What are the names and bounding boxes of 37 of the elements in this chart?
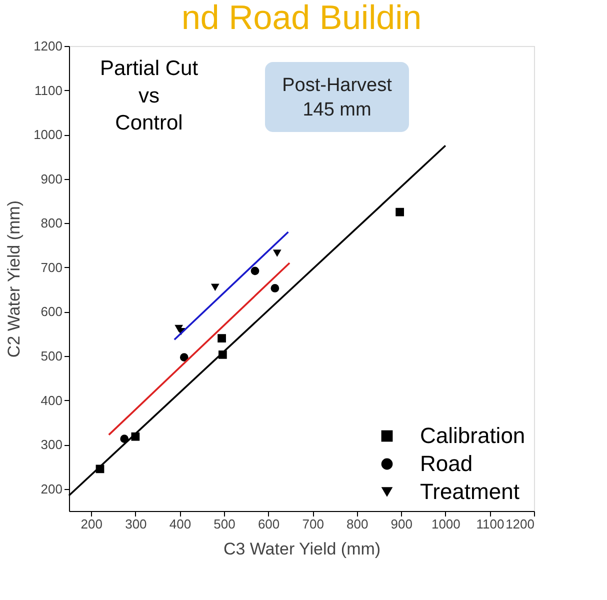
- y-tick-label: 700: [40, 260, 62, 275]
- x-tick-label: 1100: [476, 516, 504, 532]
- y-tick-label: 400: [40, 392, 62, 408]
- legend-label: Treatment: [420, 479, 520, 504]
- point: [270, 284, 280, 292]
- point: [272, 250, 282, 257]
- point: [218, 334, 226, 342]
- chart-title: nd Road Buildin: [181, 0, 422, 37]
- annotation: Partial Cut vs Control: [100, 57, 198, 135]
- point: [396, 208, 404, 216]
- x-tick-label: 200: [80, 516, 102, 532]
- legend-label: Calibration: [420, 423, 526, 448]
- y-tick-label: 200: [40, 481, 62, 496]
- y-tick-label: 600: [40, 304, 62, 320]
- y-tick-label: 1200: [34, 38, 62, 54]
- y-tick-label: 900: [40, 171, 62, 186]
- y-tick-label: 1000: [34, 127, 62, 142]
- y-tick-label: 800: [40, 216, 62, 231]
- y-axis-title: C2 Water Yield (mm): [4, 200, 24, 358]
- x-tick-label: 700: [302, 516, 324, 532]
- x-tick-label: 800: [346, 516, 368, 532]
- y-tick-label: 300: [40, 437, 62, 452]
- point: [250, 266, 260, 276]
- x-tick-label: 1000: [431, 516, 460, 532]
- annotation: Post-Harvest 145 mm: [282, 75, 393, 121]
- legend-label: Road: [420, 451, 473, 476]
- y-tick-label: 1100: [34, 82, 62, 98]
- x-tick-label: 900: [390, 516, 412, 532]
- point: [180, 353, 188, 362]
- x-tick-label: 300: [125, 516, 147, 532]
- point: [210, 284, 220, 291]
- x-axis-title: C3 Water Yield (mm): [223, 540, 381, 558]
- x-tick-label: 500: [214, 516, 236, 532]
- x-tick-label: 1200: [506, 516, 534, 532]
- y-tick-label: 500: [40, 348, 62, 364]
- x-tick-label: 400: [169, 516, 192, 532]
- x-tick-label: 600: [258, 516, 280, 532]
